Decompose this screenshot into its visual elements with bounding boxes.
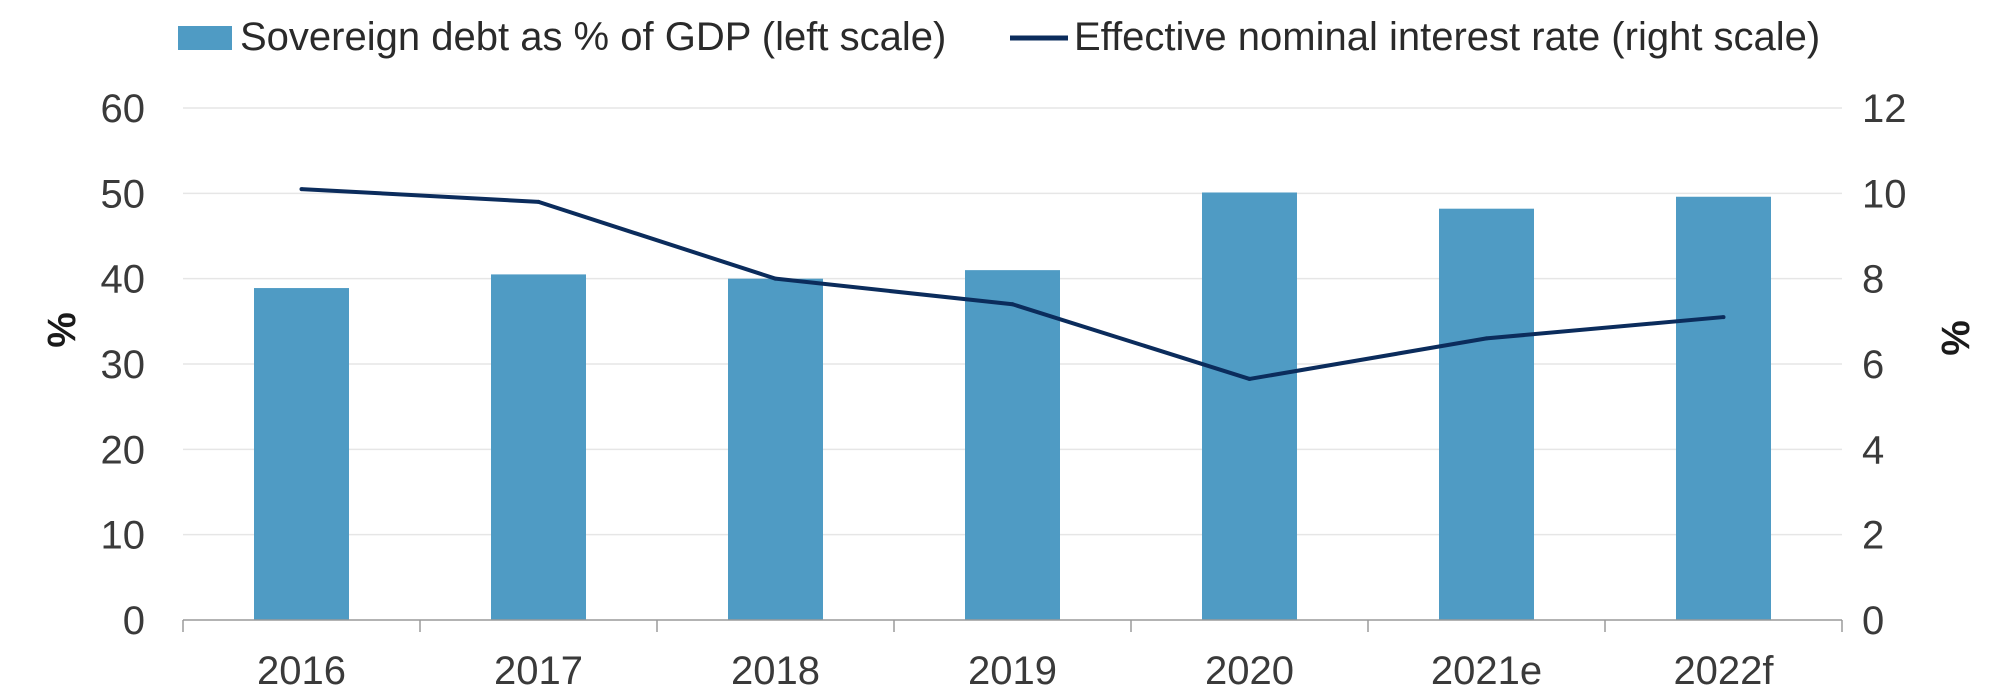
- line-point: [1721, 315, 1726, 320]
- legend-swatch-bar: [178, 26, 232, 50]
- y-left-tick-label: 10: [101, 514, 146, 558]
- y-right-tick-label: 10: [1862, 172, 1907, 216]
- bar: [1676, 196, 1771, 620]
- axes: [182, 619, 1843, 632]
- y-left-tick-label: 20: [101, 428, 146, 472]
- x-tick-label: 2016: [257, 649, 346, 693]
- y-left-tick-label: 40: [101, 258, 146, 302]
- y-left-tick-label: 30: [101, 343, 146, 387]
- y-right-tick-label: 8: [1862, 258, 1884, 302]
- bar-series: [254, 192, 1771, 621]
- line-point: [1247, 376, 1252, 381]
- bar: [491, 274, 586, 620]
- x-tick-label: 2021e: [1431, 649, 1542, 693]
- x-tick-label: 2018: [731, 649, 820, 693]
- y-left-tick-label: 0: [123, 599, 145, 643]
- left-axis-unit: %: [39, 312, 83, 348]
- y-right-tick-label: 6: [1862, 343, 1884, 387]
- right-axis-unit: %: [1933, 320, 1977, 356]
- line-series: [299, 187, 1726, 381]
- y-right-tick-label: 0: [1862, 599, 1884, 643]
- y-right-tick-label: 12: [1862, 87, 1907, 131]
- tick-labels: 0 10 20 30 40 50 60 0 2 4 6 8 10 12 2016 2017 2018 2019 20…: [101, 87, 1907, 693]
- line-point: [1010, 302, 1015, 307]
- bar: [1202, 192, 1297, 621]
- bar: [254, 288, 349, 620]
- line-point: [1484, 336, 1489, 341]
- bar: [965, 270, 1060, 620]
- legend-label-bar: Sovereign debt as % of GDP (left scale): [240, 15, 946, 59]
- line-point: [773, 276, 778, 281]
- bar: [728, 278, 823, 620]
- x-tick-label: 2019: [968, 649, 1057, 693]
- y-right-tick-label: 2: [1862, 514, 1884, 558]
- legend: Sovereign debt as % of GDP (left scale) …: [178, 15, 1820, 59]
- y-right-tick-label: 4: [1862, 428, 1884, 472]
- x-tick-label: 2017: [494, 649, 583, 693]
- y-left-tick-label: 50: [101, 172, 146, 216]
- x-tick-label: 2020: [1205, 649, 1294, 693]
- line-point: [299, 187, 304, 192]
- line-point: [536, 199, 541, 204]
- bar: [1439, 208, 1534, 620]
- legend-label-line: Effective nominal interest rate (right s…: [1074, 15, 1820, 59]
- y-left-tick-label: 60: [101, 87, 146, 131]
- x-tick-label: 2022f: [1673, 649, 1774, 693]
